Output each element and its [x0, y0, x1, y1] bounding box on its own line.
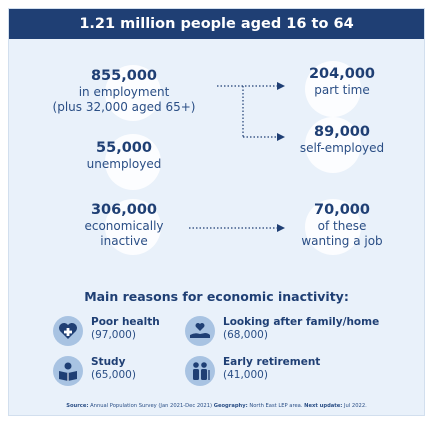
caring-hand-icon [185, 316, 215, 346]
reason-study: Study (65,000) [53, 356, 136, 386]
reason-name: Poor health [91, 316, 160, 328]
inactive-label-line-2: inactive [100, 234, 148, 249]
decor-blob [105, 65, 161, 121]
inactive-stat: 306,000 economically inactive [49, 201, 199, 249]
employment-stat: 855,000 in employment (plus 32,000 aged … [29, 67, 219, 115]
wanting-job-value: 70,000 [314, 202, 370, 218]
source-label: Source: [66, 403, 89, 409]
part-time-label: part time [314, 83, 370, 98]
decor-blob [305, 61, 361, 117]
inactive-label-line-1: economically [84, 219, 164, 234]
flow-arrows [189, 82, 285, 232]
reason-value: (65,000) [91, 368, 136, 381]
heart-plus-icon [53, 316, 83, 346]
part-time-value: 204,000 [308, 66, 376, 82]
reason-family-home: Looking after family/home (68,000) [185, 316, 379, 346]
decor-blob [105, 134, 161, 190]
unemployed-stat: 55,000 unemployed [49, 139, 199, 172]
arrowhead [277, 224, 285, 232]
employment-note: (plus 32,000 aged 65+) [52, 100, 196, 115]
wanting-job-label-line-1: of these [317, 219, 367, 234]
elderly-people-icon [185, 356, 215, 386]
reason-name: Looking after family/home [223, 316, 380, 328]
infographic-card: 1.21 million people aged 16 to 64 855,00… [8, 8, 425, 416]
unemployed-value: 55,000 [96, 140, 152, 156]
reason-value: (97,000) [91, 328, 136, 341]
self-employed-label: self-employed [299, 141, 385, 156]
wanting-job-label-line-2: wanting a job [301, 234, 383, 249]
reading-book-icon [53, 356, 83, 386]
employment-label: in employment [78, 85, 170, 100]
geography-text: North East LEP area. [249, 403, 303, 409]
decor-blob [305, 199, 361, 255]
next-update-label: Next update: [304, 403, 343, 409]
inactive-value: 306,000 [90, 202, 158, 218]
unemployed-label: unemployed [86, 157, 162, 172]
employment-value: 855,000 [90, 68, 158, 84]
reason-early-retirement: Early retirement (41,000) [185, 356, 320, 386]
infographic-title: 1.21 million people aged 16 to 64 [9, 9, 424, 39]
reasons-heading: Main reasons for economic inactivity: [84, 289, 349, 304]
next-update-text: Jul 2022. [344, 403, 367, 409]
source-footnote: Source: Annual Population Survey (Jan 20… [9, 403, 424, 409]
reason-name: Study [91, 356, 126, 368]
decor-blob [305, 117, 361, 173]
arrowhead [277, 82, 285, 90]
arrowhead [277, 133, 285, 141]
wanting-job-stat: 70,000 of these wanting a job [277, 201, 407, 249]
part-time-stat: 204,000 part time [277, 65, 407, 98]
reason-value: (68,000) [223, 328, 268, 341]
decor-blob [105, 199, 161, 255]
reason-poor-health: Poor health (97,000) [53, 316, 160, 346]
source-text: Annual Population Survey (Jan 2021-Dec 2… [90, 403, 213, 409]
self-employed-stat: 89,000 self-employed [277, 123, 407, 156]
self-employed-value: 89,000 [314, 124, 370, 140]
geography-label: Geography: [213, 403, 248, 409]
reason-name: Early retirement [223, 356, 321, 368]
reason-value: (41,000) [223, 368, 268, 381]
